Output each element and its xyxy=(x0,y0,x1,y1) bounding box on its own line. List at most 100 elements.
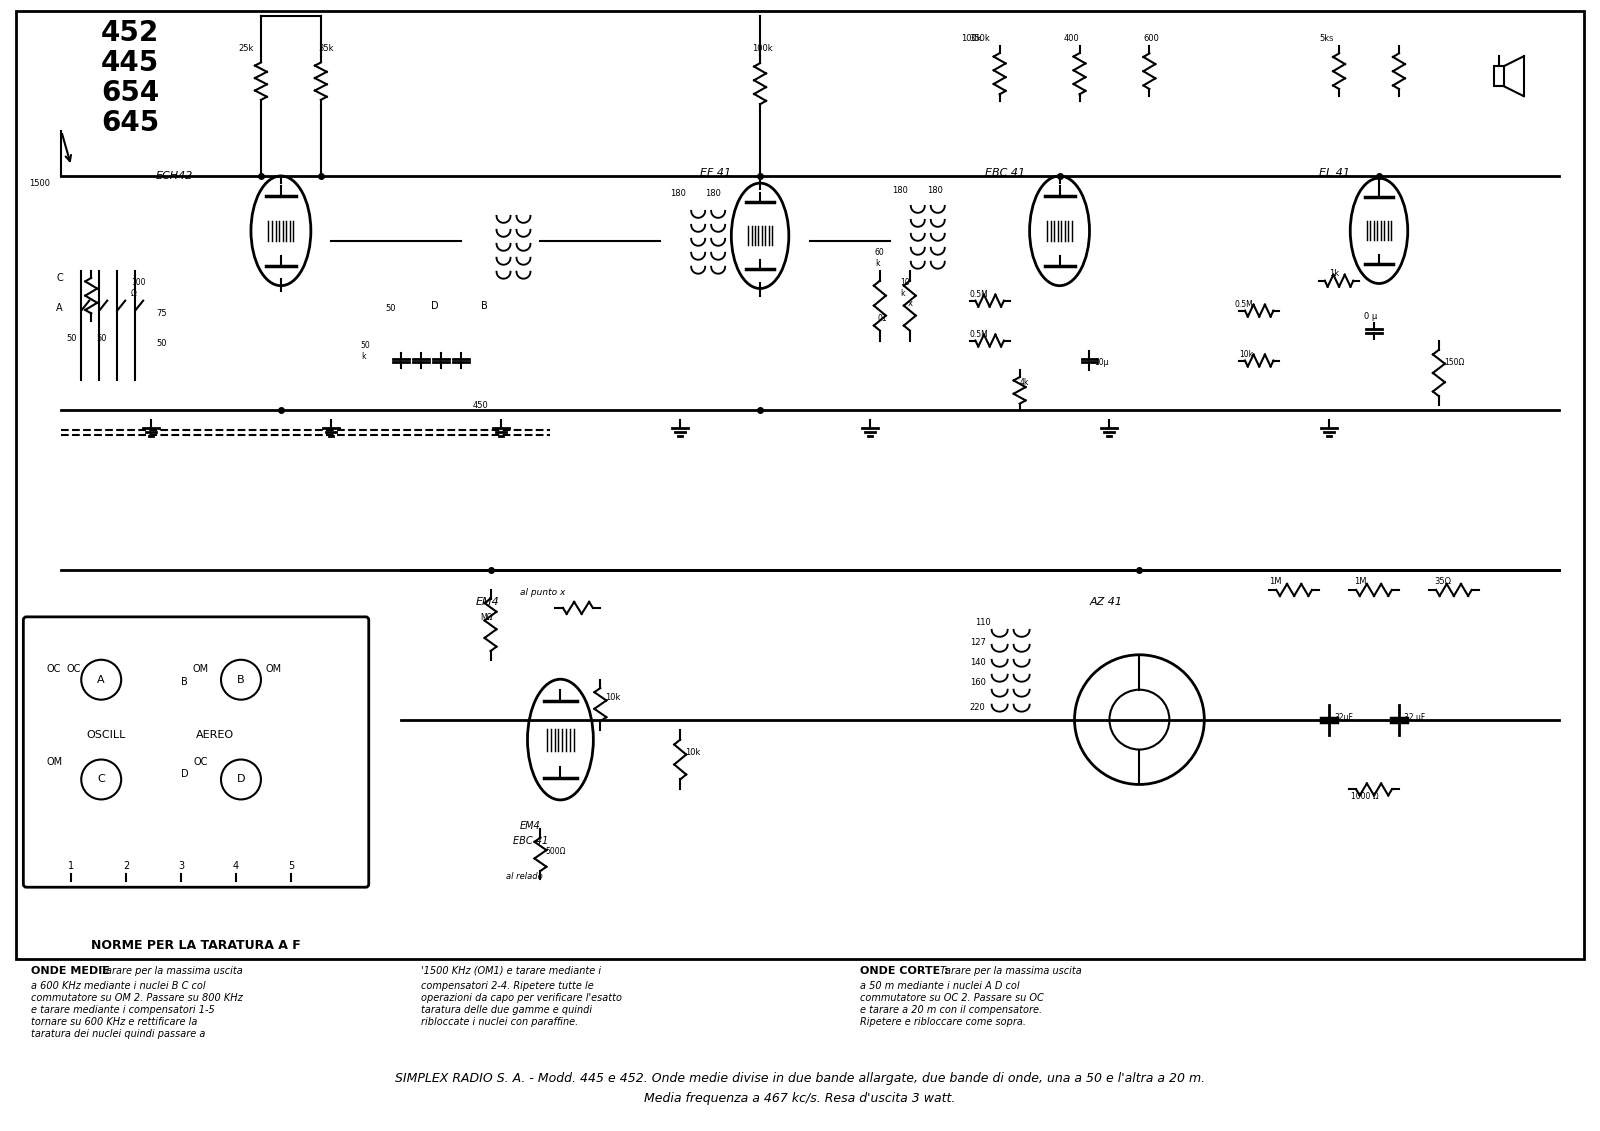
Text: D: D xyxy=(237,775,245,785)
Text: AZ 41: AZ 41 xyxy=(1090,597,1123,607)
Bar xyxy=(1494,67,1504,86)
Text: tornare su 600 KHz e rettificare la: tornare su 600 KHz e rettificare la xyxy=(32,1017,198,1027)
Text: 180: 180 xyxy=(670,189,686,198)
Text: 400: 400 xyxy=(1064,34,1080,43)
Text: C: C xyxy=(56,273,62,283)
Text: Media frequenza a 467 kc/s. Resa d'uscita 3 watt.: Media frequenza a 467 kc/s. Resa d'uscit… xyxy=(645,1093,955,1105)
Text: al punto x: al punto x xyxy=(520,588,566,597)
Text: e tarare a 20 m con il compensatore.: e tarare a 20 m con il compensatore. xyxy=(859,1005,1042,1015)
Text: 75: 75 xyxy=(157,309,166,318)
Text: 1: 1 xyxy=(69,861,74,871)
Text: OSCILL: OSCILL xyxy=(86,729,126,740)
Text: a 50 m mediante i nuclei A D col: a 50 m mediante i nuclei A D col xyxy=(859,981,1019,991)
Text: EBC 41: EBC 41 xyxy=(514,836,549,846)
Text: 100
Ω: 100 Ω xyxy=(131,278,146,297)
Text: 1000 Ω: 1000 Ω xyxy=(1350,793,1379,802)
Text: compensatori 2-4. Ripetere tutte le: compensatori 2-4. Ripetere tutte le xyxy=(421,981,594,991)
Text: 4: 4 xyxy=(234,861,238,871)
Text: 10k: 10k xyxy=(605,692,621,701)
Text: operazioni da capo per verificare l'esatto: operazioni da capo per verificare l'esat… xyxy=(421,993,622,1003)
Text: '1500 KHz (OM1) e tarare mediante i: '1500 KHz (OM1) e tarare mediante i xyxy=(421,966,600,976)
Text: 0 μ: 0 μ xyxy=(1365,312,1378,320)
Text: A: A xyxy=(56,303,62,312)
Text: 32μF: 32μF xyxy=(1334,713,1354,722)
Text: B: B xyxy=(181,676,187,687)
Text: 50: 50 xyxy=(66,334,77,343)
Text: 140: 140 xyxy=(970,658,986,667)
Text: B: B xyxy=(480,301,488,311)
Text: 127: 127 xyxy=(970,638,986,647)
Text: 450: 450 xyxy=(472,402,488,411)
Text: 35k: 35k xyxy=(318,44,333,53)
Text: OM: OM xyxy=(266,664,282,674)
Text: EL 41: EL 41 xyxy=(1318,169,1350,178)
Text: 500Ω: 500Ω xyxy=(546,847,566,856)
Text: OM: OM xyxy=(46,757,62,767)
Text: OC: OC xyxy=(46,664,61,674)
Text: MΩ: MΩ xyxy=(480,613,493,622)
Text: commutatore su OC 2. Passare su OC: commutatore su OC 2. Passare su OC xyxy=(859,993,1043,1003)
Text: 100k: 100k xyxy=(962,34,982,43)
Text: ribloccate i nuclei con paraffine.: ribloccate i nuclei con paraffine. xyxy=(421,1017,578,1027)
Bar xyxy=(16,11,1584,959)
Text: taratura delle due gamme e quindi: taratura delle due gamme e quindi xyxy=(421,1005,592,1015)
Text: 50
k: 50 k xyxy=(360,342,371,361)
Text: 5: 5 xyxy=(288,861,294,871)
Text: e tarare mediante i compensatori 1-5: e tarare mediante i compensatori 1-5 xyxy=(32,1005,214,1015)
Text: 654: 654 xyxy=(101,79,160,107)
Text: 25k: 25k xyxy=(238,44,254,53)
Text: 10k: 10k xyxy=(685,748,701,757)
Text: ONDE MEDIE: ONDE MEDIE xyxy=(32,966,110,976)
Text: 645: 645 xyxy=(101,109,160,137)
Text: 150Ω: 150Ω xyxy=(1443,359,1464,368)
Text: 160: 160 xyxy=(970,677,986,687)
Text: 10k: 10k xyxy=(1240,349,1253,359)
Text: NORME PER LA TARATURA A F: NORME PER LA TARATURA A F xyxy=(91,939,301,952)
Text: 60
k: 60 k xyxy=(875,249,885,268)
Text: al relado: al relado xyxy=(506,872,542,881)
Text: C: C xyxy=(98,775,106,785)
Text: B: B xyxy=(237,675,245,684)
Text: 1k: 1k xyxy=(1330,269,1339,278)
Text: 10
k: 10 k xyxy=(899,278,909,297)
Text: EM4: EM4 xyxy=(475,597,499,607)
Text: 4k: 4k xyxy=(1019,379,1029,388)
Text: 452: 452 xyxy=(101,19,160,48)
Text: x: x xyxy=(907,299,914,308)
Text: 0.5M: 0.5M xyxy=(970,290,989,299)
Text: ECH42: ECH42 xyxy=(157,171,194,181)
Text: taratura dei nuclei quindi passare a: taratura dei nuclei quindi passare a xyxy=(32,1029,206,1039)
Text: commutatore su OM 2. Passare su 800 KHz: commutatore su OM 2. Passare su 800 KHz xyxy=(32,993,243,1003)
Text: 180: 180 xyxy=(926,185,942,195)
Text: AEREO: AEREO xyxy=(197,729,234,740)
Text: SIMPLEX RADIO S. A. - Modd. 445 e 452. Onde medie divise in due bande allargate,: SIMPLEX RADIO S. A. - Modd. 445 e 452. O… xyxy=(395,1072,1205,1086)
Text: Ripetere e ribloccare come sopra.: Ripetere e ribloccare come sopra. xyxy=(859,1017,1026,1027)
Text: 35Ω: 35Ω xyxy=(1434,577,1451,586)
Text: EM4: EM4 xyxy=(520,821,541,831)
Text: 100k: 100k xyxy=(752,44,773,53)
Text: OM: OM xyxy=(194,664,210,674)
Text: 5k: 5k xyxy=(1318,34,1330,43)
Text: OC: OC xyxy=(66,664,80,674)
Text: 32 μF: 32 μF xyxy=(1403,713,1426,722)
Text: 2: 2 xyxy=(123,861,130,871)
Text: a 600 KHz mediante i nuclei B C col: a 600 KHz mediante i nuclei B C col xyxy=(32,981,206,991)
Text: 445: 445 xyxy=(101,50,160,77)
Text: OC: OC xyxy=(194,757,208,767)
Text: Tarare per la massima uscita: Tarare per la massima uscita xyxy=(939,966,1082,976)
Text: 0.5M: 0.5M xyxy=(1234,300,1253,309)
Text: 3: 3 xyxy=(178,861,184,871)
Text: 180: 180 xyxy=(891,185,907,195)
Text: ONDE CORTE :: ONDE CORTE : xyxy=(859,966,949,976)
Text: 50: 50 xyxy=(386,303,397,312)
Text: EF 41: EF 41 xyxy=(701,169,731,178)
Text: D: D xyxy=(430,301,438,311)
Text: 50: 50 xyxy=(96,334,107,343)
Text: A: A xyxy=(98,675,106,684)
Text: 220: 220 xyxy=(970,702,986,711)
Text: Tarare per la massima uscita: Tarare per la massima uscita xyxy=(101,966,243,976)
Text: 1M: 1M xyxy=(1354,577,1366,586)
Text: 10μ: 10μ xyxy=(1094,359,1109,368)
Text: 180: 180 xyxy=(706,189,722,198)
Text: 1M: 1M xyxy=(1269,577,1282,586)
